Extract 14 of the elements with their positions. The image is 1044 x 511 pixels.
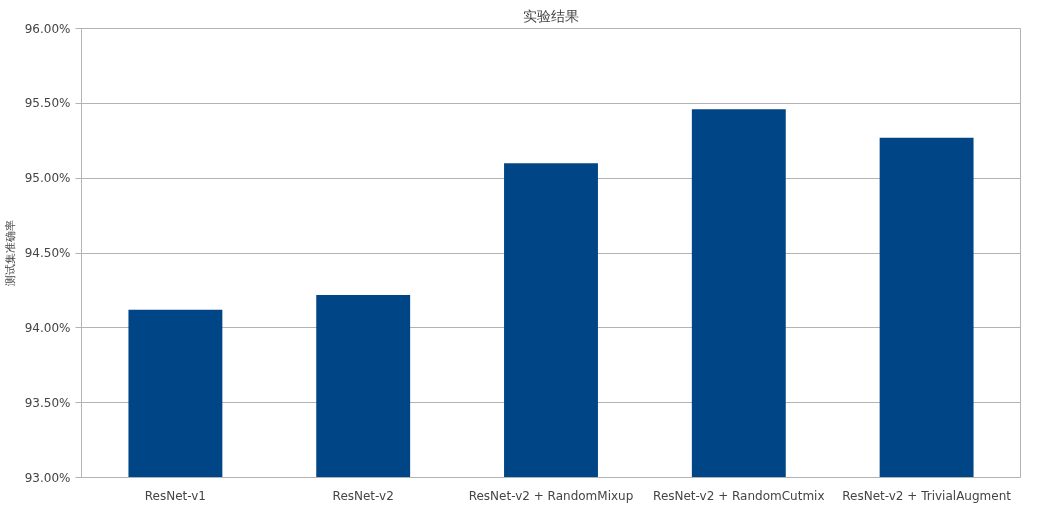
y-axis-title: 测试集准确率 [3,220,17,286]
y-tick-label: 93.00% [24,470,71,485]
x-tick-label: ResNet-v1 [144,488,207,503]
y-tick-label: 94.50% [24,246,71,260]
y-tick-label: 96.00% [24,21,71,36]
chart-title: 实验结果 [523,7,579,24]
x-tick-label: ResNet-v2 [332,488,394,503]
x-tick-label: ResNet-v2 + RandomMixup [468,488,634,503]
y-tick-label: 95.00% [24,171,71,186]
y-tick-label: 93.50% [24,395,71,410]
y-tick-label: 95.50% [24,96,71,111]
x-tick-label: ResNet-v2 + TrivialAugment [842,488,1012,503]
y-tick-label: 94.00% [24,320,71,335]
x-tick-label: ResNet-v2 + RandomCutmix [653,488,825,503]
